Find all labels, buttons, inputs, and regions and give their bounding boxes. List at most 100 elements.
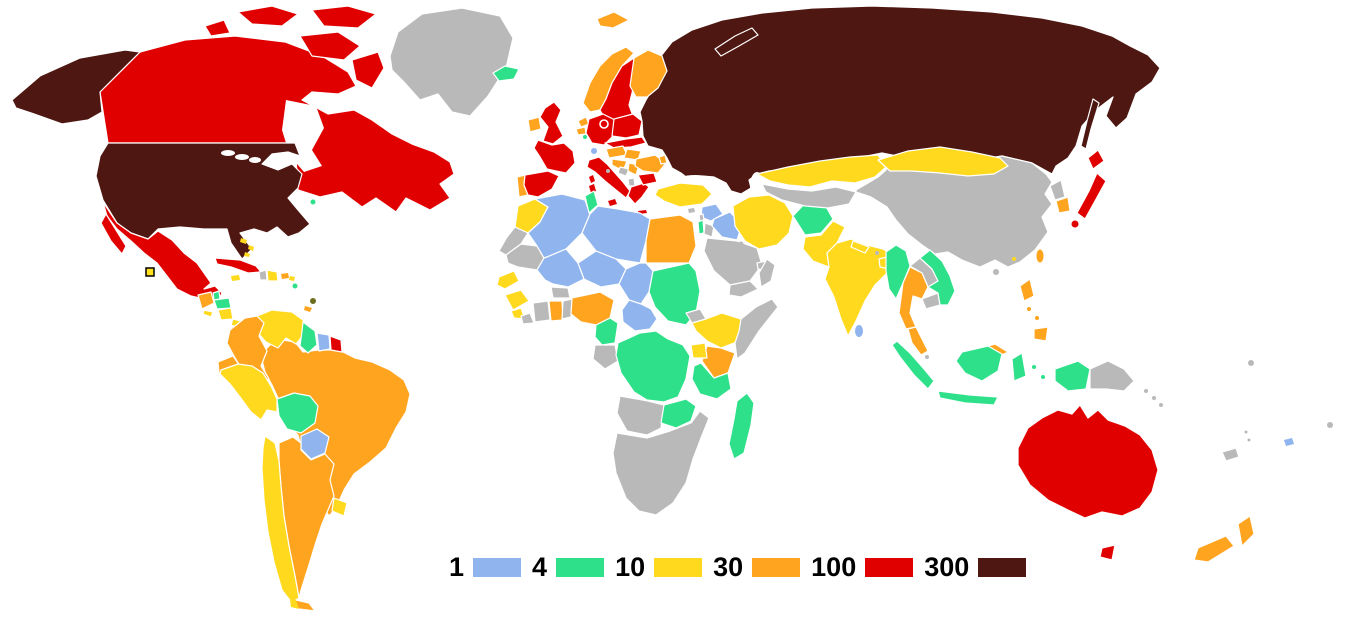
legend-swatch bbox=[752, 557, 801, 577]
country-french-guiana bbox=[329, 335, 343, 353]
legend-item-30: 30 bbox=[713, 552, 801, 582]
country-italy-sicily bbox=[608, 199, 617, 206]
country-vietnam bbox=[919, 249, 956, 306]
country-japan-kyushu bbox=[1071, 220, 1079, 228]
country-jamaica bbox=[231, 275, 240, 281]
country-usa bbox=[95, 142, 311, 260]
country-mexico bbox=[102, 201, 223, 302]
country-mongolia bbox=[877, 146, 1009, 177]
country-finland bbox=[629, 49, 668, 98]
country-indonesia-moluccas bbox=[1041, 375, 1045, 379]
mexico-square-marker bbox=[145, 267, 155, 277]
country-suriname bbox=[316, 332, 331, 352]
country-iceland bbox=[492, 65, 520, 82]
country-el-salvador bbox=[202, 309, 214, 318]
country-australia-tasmania bbox=[1099, 544, 1116, 561]
country-angola bbox=[616, 395, 665, 436]
great-lake bbox=[235, 154, 249, 160]
country-togo-benin bbox=[561, 298, 573, 320]
country-somalia bbox=[734, 298, 779, 360]
country-moldova bbox=[658, 154, 668, 165]
country-egypt bbox=[645, 214, 697, 264]
country-puerto-rico bbox=[281, 273, 289, 279]
country-southern-africa bbox=[612, 410, 710, 516]
country-greenland bbox=[389, 7, 514, 117]
country-cameroon bbox=[594, 317, 619, 346]
country-austria bbox=[605, 145, 628, 159]
country-tunisia bbox=[584, 190, 599, 214]
country-trinidad bbox=[304, 306, 312, 312]
country-albania bbox=[627, 177, 636, 187]
country-nepal bbox=[850, 240, 870, 254]
country-bulgaria bbox=[637, 172, 658, 186]
country-liberia bbox=[520, 312, 535, 325]
country-canada-arctic-island bbox=[237, 5, 299, 27]
country-vanuatu bbox=[1247, 438, 1251, 442]
country-canada-arctic-island bbox=[311, 5, 377, 29]
country-lebanon bbox=[698, 213, 705, 222]
country-china bbox=[855, 152, 1053, 268]
country-turkey bbox=[654, 182, 713, 208]
country-colombia bbox=[226, 315, 270, 384]
country-singapore bbox=[925, 355, 929, 359]
legend-label: 30 bbox=[713, 552, 744, 582]
country-luxembourg bbox=[583, 135, 587, 139]
caspian-sea bbox=[750, 172, 764, 200]
country-cambodia bbox=[921, 292, 941, 310]
country-germany bbox=[585, 113, 616, 146]
country-canada-baffin bbox=[351, 51, 385, 89]
country-philippines-luzon bbox=[1019, 278, 1035, 302]
olive-island-dot bbox=[310, 298, 316, 304]
country-zambia bbox=[660, 398, 697, 429]
legend-label: 4 bbox=[532, 552, 548, 582]
country-guyana bbox=[299, 321, 318, 354]
country-guinea bbox=[504, 289, 530, 311]
country-hong-kong bbox=[1012, 257, 1016, 261]
country-indonesia-java bbox=[937, 390, 999, 406]
country-philippines-mindanao bbox=[1033, 326, 1049, 342]
country-sri-lanka bbox=[855, 325, 863, 337]
country-uruguay bbox=[331, 497, 348, 517]
legend-label: 1 bbox=[449, 552, 465, 582]
germany-city-ring-marker bbox=[599, 119, 609, 129]
country-israel bbox=[697, 219, 705, 235]
country-indonesia-papua bbox=[1054, 360, 1091, 392]
country-burkina-faso bbox=[550, 286, 571, 299]
country-australia bbox=[1017, 404, 1159, 519]
country-canada bbox=[99, 35, 455, 213]
country-thailand bbox=[898, 266, 929, 330]
hudson-bay bbox=[282, 100, 324, 172]
country-switzerland bbox=[591, 148, 597, 154]
legend-item-1: 1 bbox=[449, 552, 522, 582]
country-cyprus bbox=[688, 208, 695, 213]
country-philippines-visayas bbox=[1035, 316, 1039, 320]
legend-item-300: 300 bbox=[924, 554, 1027, 581]
country-bolivia bbox=[276, 392, 319, 434]
country-pacific-island bbox=[1327, 422, 1333, 428]
country-peru bbox=[219, 363, 278, 421]
country-fiji bbox=[1284, 438, 1294, 446]
country-haiti bbox=[258, 269, 268, 281]
country-yemen bbox=[728, 280, 759, 298]
country-belize bbox=[212, 290, 221, 301]
country-bosnia bbox=[617, 166, 630, 177]
country-iran bbox=[732, 194, 794, 250]
country-nicaragua bbox=[217, 307, 234, 321]
country-central-asia bbox=[761, 183, 857, 209]
country-solomon-islands bbox=[1144, 389, 1148, 393]
country-antigua bbox=[292, 283, 298, 289]
country-canada-arctic-island bbox=[299, 31, 361, 61]
country-canada-arctic-island bbox=[204, 19, 231, 37]
legend-swatch bbox=[556, 557, 605, 577]
country-france-corsica bbox=[589, 175, 595, 183]
country-mexico-baja bbox=[100, 213, 127, 255]
legend: 1 4 10 30 100 300 bbox=[449, 552, 1027, 582]
legend-label: 100 bbox=[811, 552, 857, 582]
country-poland bbox=[611, 113, 643, 139]
country-indonesia-sulawesi bbox=[1011, 352, 1027, 382]
country-bahamas bbox=[248, 245, 254, 251]
country-romania bbox=[634, 154, 667, 174]
country-japan-honshu bbox=[1076, 172, 1107, 220]
